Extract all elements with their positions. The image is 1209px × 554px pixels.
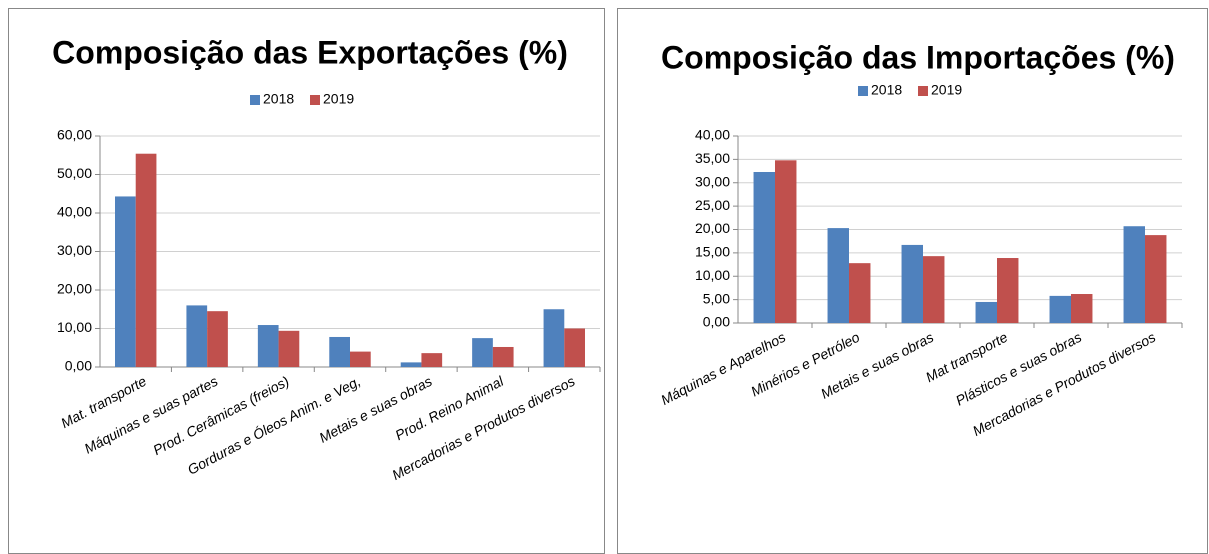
bar [400,362,422,367]
bar [115,196,136,367]
bar [975,301,997,323]
bar [421,353,443,367]
y-tick-label: 15,00 [695,244,730,260]
bar [1071,294,1093,323]
y-tick-label: 10,00 [695,267,730,283]
y-tick-label: 40,00 [57,204,92,220]
bar [1049,295,1071,323]
y-tick-label: 10,00 [57,319,92,335]
bar [135,153,157,367]
y-tick-label: 25,00 [695,197,730,213]
bar [257,325,279,367]
y-tick-label: 40,00 [695,127,730,143]
bar [543,309,565,367]
y-tick-label: 30,00 [695,173,730,189]
bar [753,171,775,323]
bar [186,305,208,367]
legend-swatch [310,95,320,105]
bar [207,311,228,367]
y-tick-label: 20,00 [57,281,92,297]
bar [923,256,945,323]
legend-swatch [858,86,868,96]
y-tick-label: 0,00 [65,358,92,374]
legend-label: 2019 [931,82,962,98]
legend-label: 2019 [323,91,354,107]
bar [997,258,1019,323]
bar [901,244,923,323]
y-tick-label: 20,00 [695,220,730,236]
chart-title: Composição das Importações (%) [661,39,1175,75]
bar [492,346,514,367]
y-tick-label: 5,00 [703,290,730,306]
panel [8,8,605,554]
bar [472,338,493,367]
y-tick-label: 50,00 [57,165,92,181]
legend-swatch [918,86,928,96]
y-tick-label: 0,00 [703,314,730,330]
legend-swatch [250,95,260,105]
bar [564,328,585,367]
bar [827,228,849,323]
legend-label: 2018 [263,91,294,107]
bar [1123,226,1145,323]
bar [350,351,371,367]
y-tick-label: 35,00 [695,150,730,166]
chart-title: Composição das Exportações (%) [52,34,568,70]
bar [849,263,871,323]
y-tick-label: 30,00 [57,242,92,258]
bar [278,330,300,367]
bar [775,160,797,323]
y-tick-label: 60,00 [57,127,92,143]
legend-label: 2018 [871,82,902,98]
bar [1145,235,1167,323]
bar [329,336,350,367]
